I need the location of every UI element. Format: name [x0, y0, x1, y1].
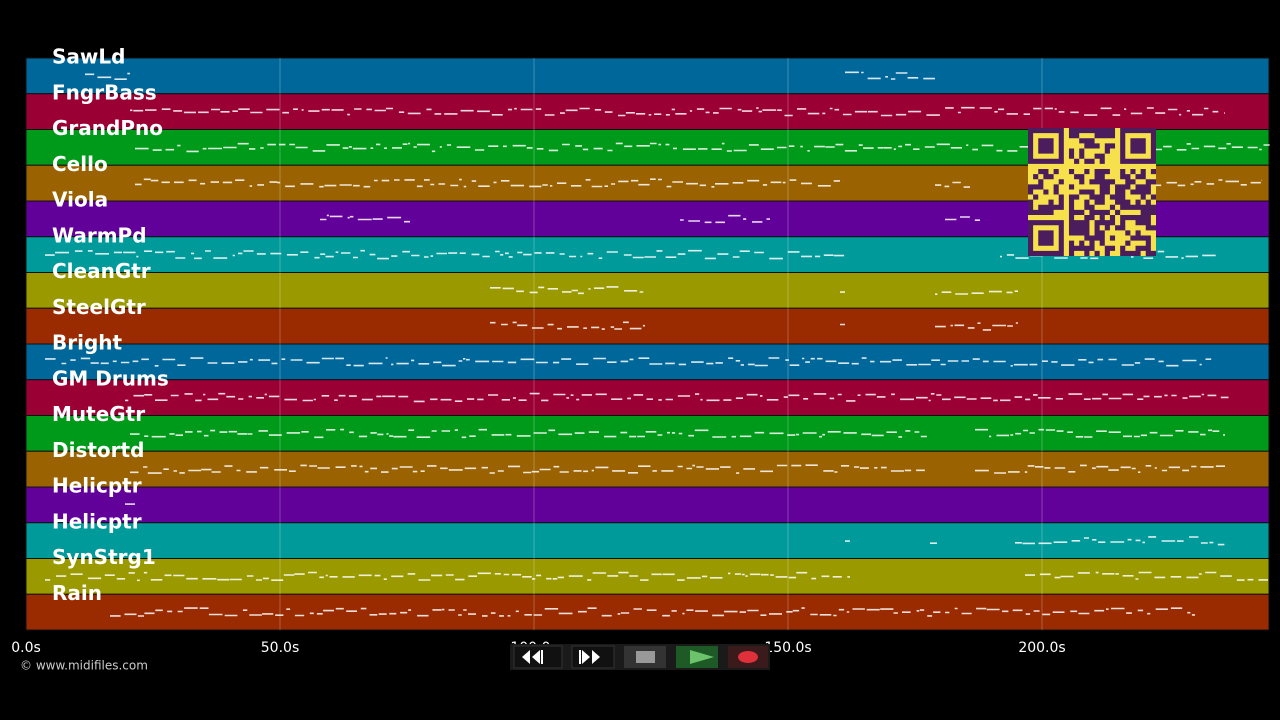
note-strip: [125, 392, 1229, 403]
qr-code: [1028, 128, 1156, 256]
track-label: Helicptr: [52, 474, 142, 498]
track-label: Cello: [52, 152, 108, 176]
notes: [45, 71, 1270, 617]
track-label: Viola: [52, 188, 108, 212]
tick-label: 150.0s: [764, 640, 811, 656]
track-row: [25, 450, 1270, 488]
track-row: [25, 57, 1270, 95]
note-strip: [130, 428, 1225, 439]
track-row: [25, 522, 1270, 559]
track-row: [25, 415, 1270, 452]
stop-button[interactable]: [624, 646, 666, 668]
note-strip: [85, 71, 935, 80]
note-strip: [320, 214, 980, 224]
tick-label: 50.0s: [261, 640, 299, 656]
track-label: Helicptr: [52, 509, 142, 533]
track-label: SawLd: [52, 45, 125, 69]
track-label: GM Drums: [52, 366, 169, 390]
fast-forward-button[interactable]: [571, 645, 615, 669]
rewind-button[interactable]: [513, 645, 563, 669]
qr-modules: [1028, 128, 1156, 256]
note-strip: [845, 536, 1225, 546]
note-strip: [490, 321, 1018, 331]
note-strip: [45, 571, 1268, 582]
record-button[interactable]: [728, 646, 768, 668]
track-row: [25, 272, 1270, 309]
track-label: FngrBass: [52, 80, 157, 104]
track-label: GrandPno: [52, 116, 163, 140]
copyright: © www.midifiles.com: [20, 659, 148, 673]
track-row: [25, 93, 1270, 130]
track-row: [25, 558, 1270, 595]
play-button[interactable]: [676, 646, 718, 668]
note-strip: [130, 464, 1225, 474]
transport-controls: [510, 644, 770, 670]
track-label: Rain: [52, 581, 102, 605]
track-label: MuteGtr: [52, 402, 145, 426]
track-label: SynStrg1: [52, 545, 156, 569]
track-row: [25, 307, 1270, 345]
track-row: [25, 379, 1270, 416]
track-label: Distortd: [52, 438, 144, 462]
note-strip: [45, 357, 1212, 367]
tick-label: 0.0s: [11, 640, 41, 656]
note-strip: [110, 607, 1195, 617]
track-label: Bright: [52, 331, 123, 355]
note-strip: [130, 106, 1225, 117]
note-strip: [490, 286, 1018, 295]
tick-label: 200.0s: [1018, 640, 1065, 656]
track-row: [25, 593, 1270, 631]
track-label: CleanGtr: [52, 259, 151, 283]
track-labels: SawLd FngrBass GrandPno Cello Viola WarmPd Cle…: [52, 45, 169, 605]
track-row: [25, 486, 1270, 524]
track-label: WarmPd: [52, 223, 147, 247]
track-row: [25, 343, 1270, 381]
track-label: SteelGtr: [52, 295, 146, 319]
